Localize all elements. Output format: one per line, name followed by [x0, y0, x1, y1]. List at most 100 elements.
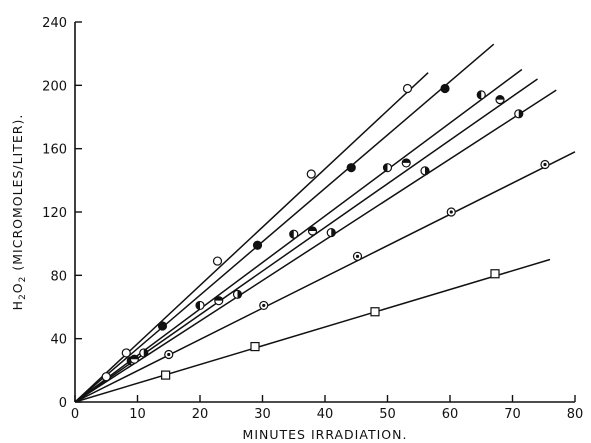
half-fill — [518, 109, 523, 118]
data-point — [121, 348, 131, 358]
y-axis-title-h: H — [10, 300, 25, 310]
half-fill — [214, 296, 223, 301]
square-marker — [250, 341, 260, 352]
x-tick-label: 80 — [567, 407, 584, 422]
series-7 — [161, 269, 500, 380]
half-fill — [130, 355, 139, 360]
y-tick-label: 240 — [42, 16, 67, 31]
circle-marker — [212, 256, 223, 266]
square-marker — [161, 370, 171, 380]
data-point — [440, 83, 450, 94]
data-point — [446, 207, 456, 217]
square-marker — [490, 269, 500, 279]
data-point — [212, 256, 223, 266]
circle-marker — [121, 348, 131, 358]
half-fill — [196, 301, 200, 310]
tick-labels: 0 10 20 30 40 50 60 70 80 0 40 80 120 160 200 240 — [42, 16, 583, 422]
data-point — [195, 300, 205, 311]
half-fill — [237, 290, 242, 299]
center-dot — [167, 352, 171, 357]
data-point — [250, 341, 260, 352]
data-markers — [101, 83, 550, 382]
fit-line-7 — [74, 258, 551, 403]
series-2 — [157, 83, 450, 331]
half-fill — [289, 230, 294, 239]
center-dot — [449, 210, 453, 214]
data-point — [495, 94, 505, 105]
series-1 — [101, 83, 413, 382]
y-axis-title-sub2: 2 — [18, 276, 28, 283]
series-5 — [139, 109, 524, 358]
half-fill — [383, 163, 388, 172]
x-tick-label: 0 — [71, 407, 79, 422]
data-point — [370, 307, 380, 317]
fit-line-2 — [74, 43, 495, 403]
circle-marker — [402, 83, 413, 94]
data-point — [514, 109, 524, 119]
data-point — [129, 354, 139, 364]
series-6 — [164, 159, 550, 360]
data-point — [490, 269, 500, 279]
axes — [74, 21, 576, 403]
data-point — [382, 163, 393, 173]
half-fill — [402, 158, 411, 163]
x-tick-label: 40 — [317, 407, 334, 422]
data-point — [306, 169, 316, 179]
data-point — [252, 240, 263, 250]
fit-lines — [74, 43, 576, 403]
half-fill — [143, 348, 148, 357]
y-tick-label: 200 — [42, 79, 67, 94]
y-axis-title-rest: (MICROMOLES/LITER). — [10, 114, 25, 276]
fit-line-1 — [74, 72, 429, 403]
y-axis-title: H2O2 (MICROMOLES/LITER). — [10, 114, 28, 311]
x-tick-label: 20 — [192, 407, 209, 422]
x-tick-label: 50 — [379, 407, 396, 422]
circle-marker — [157, 321, 168, 331]
center-dot — [355, 254, 360, 258]
data-point — [476, 90, 486, 100]
circle-marker — [440, 83, 450, 94]
data-point — [326, 227, 336, 238]
y-tick-label: 80 — [50, 269, 67, 284]
series-4 — [129, 94, 505, 364]
half-fill — [331, 228, 336, 237]
x-axis-title: MINUTES IRRADIATION. — [243, 427, 408, 442]
data-point — [346, 163, 356, 173]
x-tick-label: 70 — [504, 407, 521, 422]
fit-line-3 — [74, 68, 523, 403]
fit-line-5 — [74, 89, 557, 403]
y-axis-title-sub1: 2 — [18, 293, 28, 300]
y-tick-label: 0 — [59, 396, 67, 411]
data-point — [139, 348, 149, 358]
center-dot — [543, 162, 547, 167]
circle-marker — [101, 372, 111, 382]
data-point — [259, 300, 269, 311]
data-point — [232, 289, 243, 299]
y-tick-label: 40 — [50, 333, 67, 348]
fit-line-4 — [74, 78, 538, 403]
center-dot — [262, 303, 266, 308]
data-point — [307, 226, 318, 236]
data-point — [101, 372, 111, 382]
x-tick-label: 30 — [254, 407, 271, 422]
x-tick-label: 60 — [442, 407, 459, 422]
data-point — [164, 349, 174, 360]
half-fill — [496, 95, 504, 100]
data-point — [402, 83, 413, 94]
data-point — [401, 158, 411, 168]
y-axis-title-o: O — [10, 282, 25, 293]
y-tick-label: 160 — [42, 143, 67, 158]
fit-line-6 — [74, 151, 576, 403]
x-tick-label: 10 — [129, 407, 146, 422]
data-point — [289, 229, 299, 239]
data-point — [540, 159, 550, 170]
half-fill — [477, 90, 482, 99]
half-fill — [308, 227, 317, 231]
half-fill — [425, 166, 429, 175]
data-point — [420, 166, 430, 176]
y-tick-label: 120 — [42, 206, 67, 221]
data-point — [352, 251, 363, 261]
data-point — [157, 321, 168, 331]
circle-marker — [346, 163, 356, 173]
